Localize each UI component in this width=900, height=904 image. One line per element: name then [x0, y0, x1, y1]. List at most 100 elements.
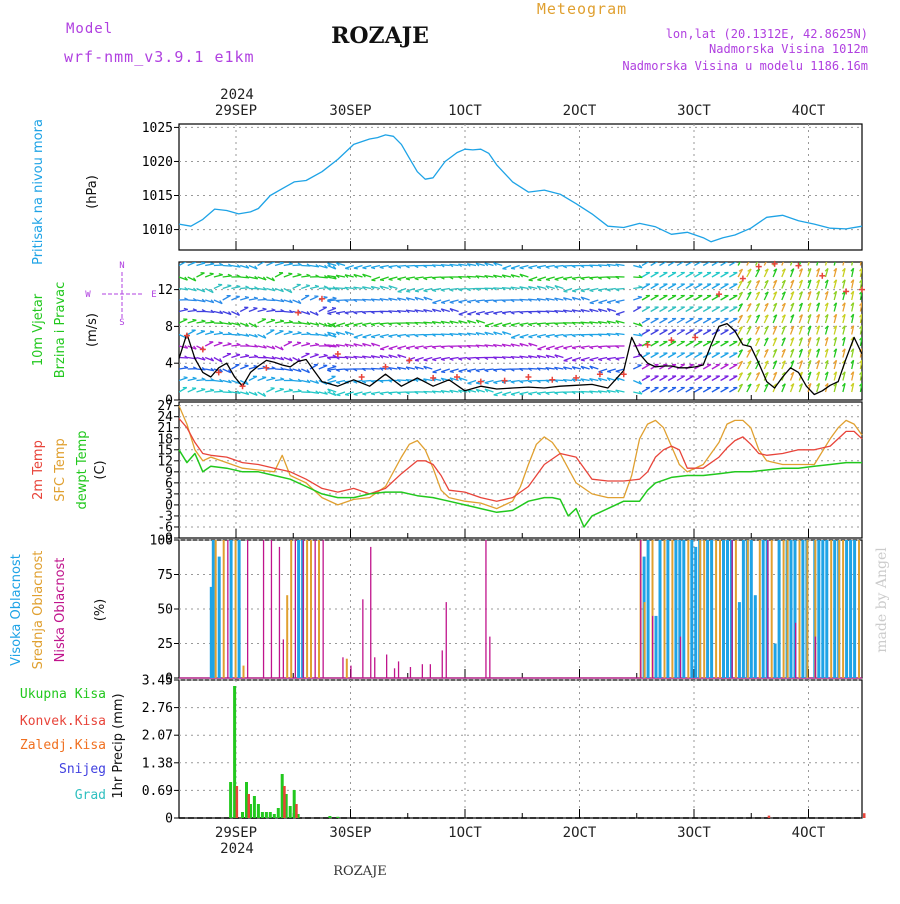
cloud-bar-low — [342, 657, 343, 678]
wind-arrow — [319, 288, 328, 289]
wind-arrow-head — [280, 262, 284, 263]
wind-arrow-head — [546, 280, 550, 281]
legend-conv: Konvek.Kisa — [20, 714, 106, 729]
wind-arrow — [572, 335, 581, 336]
wind-arrow-head — [354, 268, 358, 269]
wind-arrow-head — [210, 273, 214, 274]
precip-bar-total — [328, 816, 331, 818]
wind-arrow — [467, 358, 476, 359]
wind-arrow — [432, 277, 441, 278]
wind-arrow-head — [511, 268, 515, 269]
cloud-bar-mid — [346, 659, 348, 678]
cloud-bar-low — [795, 623, 796, 678]
cloud-bar-high — [690, 540, 693, 678]
legend-graupel: Grad — [75, 788, 106, 803]
precip-ytick-label: 0 — [165, 812, 173, 827]
cloud-bar-high — [238, 540, 241, 678]
wind-arrow-head — [607, 372, 611, 373]
precip-bar-total — [253, 796, 256, 818]
wind-arrow-head — [450, 372, 454, 373]
cloud-bar-high — [297, 540, 300, 678]
temp-ytick-label: 27 — [157, 399, 173, 414]
watermark: made by Angel — [874, 547, 890, 653]
cloud-bar-high — [218, 557, 221, 678]
cloud-bar-high — [230, 540, 233, 678]
wind-arrow — [511, 312, 520, 313]
wind-arrow — [554, 392, 563, 393]
pressure-ytick-label: 1010 — [142, 223, 173, 238]
bottom-tick-label: 4OCT — [792, 825, 826, 841]
top-tick-label: 3OCT — [677, 103, 711, 119]
cloud-bar-mid — [215, 540, 217, 678]
wind-arrow — [293, 391, 302, 392]
cloud-bar-low — [394, 668, 395, 678]
precip-bar-conv — [236, 786, 239, 818]
cloud-bar-high — [817, 540, 820, 678]
wind-arrow-head — [262, 377, 266, 378]
wind-arrow-head — [572, 291, 576, 292]
bottom-tick-label: 3OCT — [677, 825, 711, 841]
footer-station: ROZAJE — [333, 864, 387, 879]
pressure-ytick-label: 1020 — [142, 155, 173, 170]
cloud-bar-low — [295, 540, 296, 678]
cloud-bar-high — [694, 547, 697, 678]
wind-arrow — [493, 369, 502, 370]
wind-arrow-head — [306, 285, 310, 286]
wind-arrow-head — [459, 314, 463, 315]
wind-arrow-head — [398, 292, 402, 293]
wind-arrow-head — [324, 297, 328, 298]
precip-ytick-label: 2.07 — [142, 729, 173, 744]
bottom-tick-label: 29SEP — [215, 825, 257, 841]
cloud-bar-mid — [771, 540, 773, 678]
pressure-ytick-label: 1025 — [142, 121, 173, 136]
wind-arrow — [520, 381, 529, 382]
top-tick-label: 2OCT — [563, 103, 597, 119]
cloud-bar-mid — [687, 540, 689, 678]
cloud-bar-high — [853, 540, 856, 678]
top-tick-label: 4OCT — [792, 103, 826, 119]
wind-ylabel-2: Brzina i Pravac — [53, 282, 68, 379]
cloud-bar-mid — [830, 540, 832, 678]
precip-bar-total — [269, 812, 272, 818]
wind-arrow-head — [253, 308, 257, 309]
wind-arrow — [380, 323, 389, 324]
compass-north: N — [119, 261, 124, 271]
wind-arrow-head — [415, 291, 419, 292]
wind-arrow-head — [511, 338, 515, 339]
wind-arrow-head — [280, 389, 284, 390]
cloud-bar-mid — [858, 540, 860, 678]
cloud-bar-mid — [243, 666, 245, 678]
wind-arrow — [406, 266, 415, 267]
precip-bar-conv — [295, 804, 298, 818]
cloud-bar-low — [374, 657, 375, 678]
cloud-bar-low — [485, 540, 486, 678]
wind-arrow-head — [406, 291, 410, 292]
wind-arrow-head — [315, 354, 319, 355]
cloud-bar-mid — [310, 540, 312, 678]
cloud-bar-low — [263, 540, 264, 678]
wind-arrow-head — [288, 273, 292, 274]
precip-bar-conv — [283, 786, 286, 818]
wind-arrow-head — [297, 342, 301, 343]
cloud-bar-high — [774, 644, 777, 679]
cloud-bar-low — [652, 616, 653, 678]
wind-arrow-head — [336, 326, 340, 327]
precip-bar-total — [336, 817, 339, 818]
model-label: Model — [66, 21, 113, 37]
cloud-bar-mid — [842, 540, 844, 678]
compass-west: W — [85, 290, 91, 300]
pressure-ylabel: Pritisak na nivou mora — [31, 119, 46, 265]
cloud-bar-high — [790, 540, 793, 678]
pressure-ytick-label: 1015 — [142, 189, 173, 204]
cloud-bar-high — [750, 540, 753, 678]
legend-snow: Snijeg — [59, 762, 106, 777]
wind-arrow-head — [201, 262, 205, 263]
precip-ylabel: 1hr Precip (mm) — [111, 693, 126, 798]
cloud-bar-mid — [664, 540, 666, 678]
wind-arrow-head — [441, 303, 445, 304]
wind-arrow-head — [415, 360, 419, 361]
cloud-bar-high — [778, 540, 781, 678]
wind-arrow-head — [201, 389, 205, 390]
precip-bar-total — [241, 812, 244, 818]
